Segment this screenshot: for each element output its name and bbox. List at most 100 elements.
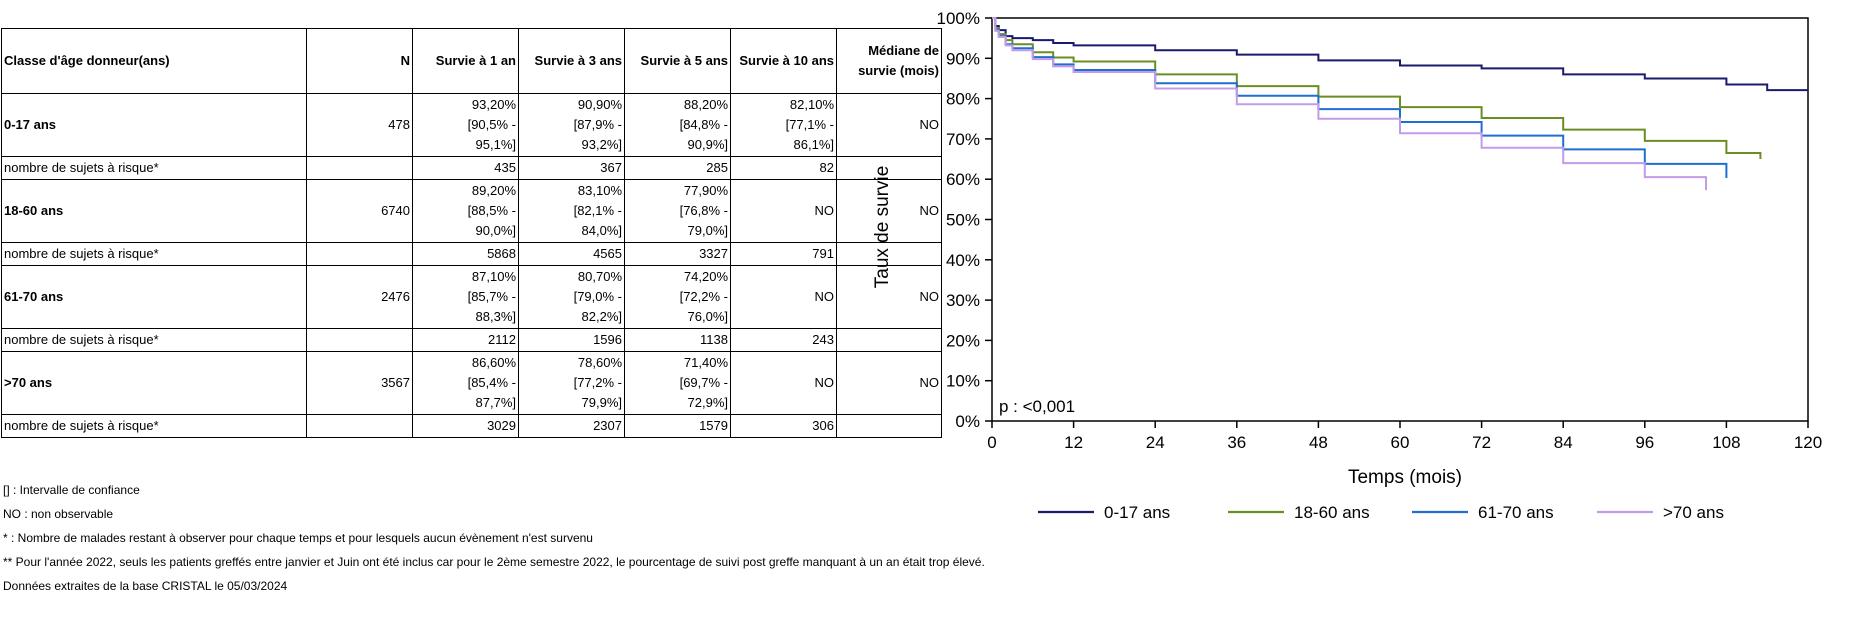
risk-label: nombre de sujets à risque* [1, 242, 307, 266]
survival-line: 71,40% [683, 355, 728, 370]
survival-cell: 74,20% [72,2% - 76,0%] [624, 265, 731, 329]
header-median: Médiane de survie (mois) [836, 28, 942, 94]
risk-label: nombre de sujets à risque* [1, 156, 307, 180]
footnote: [] : Intervalle de confiance [3, 483, 140, 497]
survival-line: NO [814, 289, 835, 304]
survival-line: [76,8% - [679, 203, 728, 218]
risk-value: 1138 [624, 328, 731, 352]
n-value: 2476 [306, 265, 413, 329]
header-surv-3y: Survie à 3 ans [518, 28, 625, 94]
x-tick-label: 0 [987, 433, 996, 452]
legend-label: 0-17 ans [1104, 503, 1170, 522]
survival-line: 88,3%] [475, 309, 516, 324]
table-row-risk: nombre de sujets à risque* 5868 4565 3327 79… [1, 242, 942, 266]
n-value: 478 [306, 93, 413, 157]
age-class-label: >70 ans [1, 351, 307, 415]
survival-line: NO [814, 203, 835, 218]
survival-line: [82,1% - [573, 203, 622, 218]
y-tick-label: 90% [946, 49, 980, 68]
risk-value: 2112 [412, 328, 519, 352]
survival-line: 93,20% [471, 97, 516, 112]
median-value: NO [836, 179, 942, 243]
survival-line: 82,2%] [581, 309, 622, 324]
table-row-risk: nombre de sujets à risque* 435 367 285 82 [1, 156, 942, 180]
survival-cell: 86,60% [85,4% - 87,7%] [412, 351, 519, 415]
survival-line: 78,60% [577, 355, 622, 370]
table-row-risk: nombre de sujets à risque* 2112 1596 1138 24… [1, 328, 942, 352]
survival-cell: 90,90% [87,9% - 93,2%] [518, 93, 625, 157]
survival-table: Classe d'âge donneur(ans) N Survie à 1 a… [1, 28, 942, 438]
x-axis-label: Temps (mois) [1348, 467, 1462, 488]
survival-line: [77,2% - [573, 375, 622, 390]
y-tick-label: 80% [946, 90, 980, 109]
risk-n-empty [306, 328, 413, 352]
survival-line: [69,7% - [679, 375, 728, 390]
table-row: 0-17 ans 478 93,20% [90,5% - 95,1%] 90,90% [87… [1, 93, 942, 157]
survival-line: 87,7%] [475, 395, 516, 410]
survival-line: [85,7% - [467, 289, 516, 304]
survival-cell: 83,10% [82,1% - 84,0%] [518, 179, 625, 243]
survival-line: 89,20% [471, 183, 516, 198]
survival-cell: 93,20% [90,5% - 95,1%] [412, 93, 519, 157]
survival-line: 76,0%] [687, 309, 728, 324]
y-tick-label: 20% [946, 331, 980, 350]
survival-line: 88,20% [683, 97, 728, 112]
survival-line: 82,10% [789, 97, 834, 112]
footnote: NO : non observable [3, 507, 114, 521]
survival-cell: 89,20% [88,5% - 90,0%] [412, 179, 519, 243]
survival-line: 80,70% [577, 269, 622, 284]
x-tick-label: 108 [1712, 433, 1740, 452]
age-class-label: 0-17 ans [1, 93, 307, 157]
survival-line: 86,60% [471, 355, 516, 370]
legend-label: >70 ans [1663, 503, 1724, 522]
series-line-1 [992, 17, 1762, 160]
survival-line: 95,1%] [475, 137, 516, 152]
risk-median-empty [836, 156, 942, 180]
risk-value: 306 [730, 414, 837, 438]
survival-cell: NO [730, 265, 837, 329]
survival-line: [79,0% - [573, 289, 622, 304]
y-tick-label: 70% [946, 130, 980, 149]
x-tick-label: 12 [1064, 433, 1083, 452]
survival-cell: NO [730, 179, 837, 243]
series-line-2 [992, 17, 1728, 178]
survival-line: [72,2% - [679, 289, 728, 304]
legend-label: 18-60 ans [1294, 503, 1370, 522]
survival-line: 90,90% [577, 97, 622, 112]
x-tick-label: 84 [1554, 433, 1573, 452]
y-tick-label: 100% [937, 9, 980, 28]
n-value: 6740 [306, 179, 413, 243]
risk-value: 435 [412, 156, 519, 180]
survival-line: [87,9% - [573, 117, 622, 132]
table-row: >70 ans 3567 86,60% [85,4% - 87,7%] 78,60% [77… [1, 351, 942, 415]
survival-cell: 77,90% [76,8% - 79,0%] [624, 179, 731, 243]
header-n: N [306, 28, 413, 94]
header-surv-5y: Survie à 5 ans [624, 28, 731, 94]
age-class-label: 61-70 ans [1, 265, 307, 329]
risk-value: 3327 [624, 242, 731, 266]
survival-cell: 78,60% [77,2% - 79,9%] [518, 351, 625, 415]
survival-line: 74,20% [683, 269, 728, 284]
risk-n-empty [306, 156, 413, 180]
table-row-risk: nombre de sujets à risque* 3029 2307 1579 30… [1, 414, 942, 438]
age-class-label: 18-60 ans [1, 179, 307, 243]
y-tick-label: 60% [946, 170, 980, 189]
survival-line: [88,5% - [467, 203, 516, 218]
table-row: 61-70 ans 2476 87,10% [85,7% - 88,3%] 80,70% [… [1, 265, 942, 329]
survival-line: 79,9%] [581, 395, 622, 410]
survival-line: 90,9%] [687, 137, 728, 152]
footnotes: [] : Intervalle de confiance NO : non ob… [3, 478, 985, 598]
survival-line: 90,0%] [475, 223, 516, 238]
survival-line: 87,10% [471, 269, 516, 284]
survival-cell: 88,20% [84,8% - 90,9%] [624, 93, 731, 157]
risk-value: 367 [518, 156, 625, 180]
risk-value: 791 [730, 242, 837, 266]
risk-median-empty [836, 414, 942, 438]
median-value: NO [836, 93, 942, 157]
risk-value: 4565 [518, 242, 625, 266]
risk-median-empty [836, 328, 942, 352]
risk-value: 285 [624, 156, 731, 180]
y-tick-label: 30% [946, 291, 980, 310]
survival-line: 83,10% [577, 183, 622, 198]
risk-value: 2307 [518, 414, 625, 438]
